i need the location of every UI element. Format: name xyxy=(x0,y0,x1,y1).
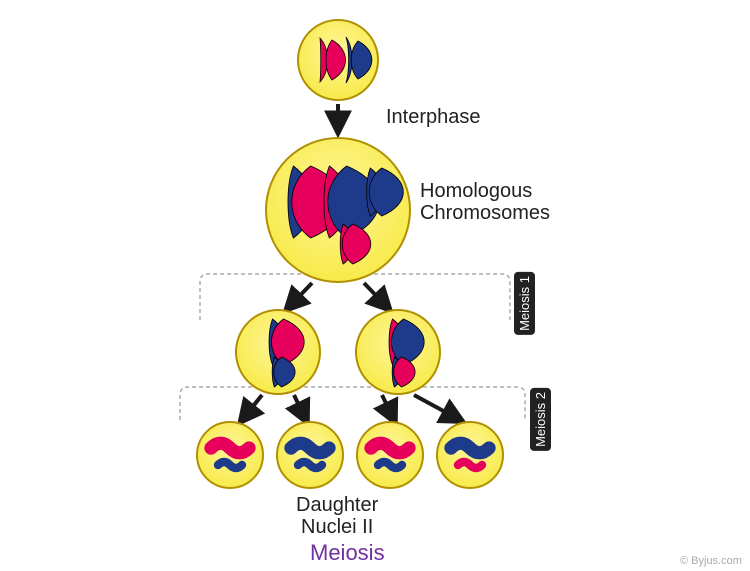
phase-brackets xyxy=(180,274,525,420)
cells-group xyxy=(197,20,503,488)
diagram-title: Meiosis xyxy=(310,540,385,566)
daughter-label: DaughterNuclei II xyxy=(296,494,378,538)
watermark: © Byjus.com xyxy=(680,555,742,567)
meiosis-diagram xyxy=(0,0,750,571)
meiosis1-phase-tag: Meiosis 1 xyxy=(514,272,535,335)
flow-arrows xyxy=(242,104,460,420)
homologous-label: HomologousChromosomes xyxy=(420,180,550,224)
meiosis2-phase-tag: Meiosis 2 xyxy=(530,388,551,451)
interphase-label: Interphase xyxy=(386,106,481,128)
